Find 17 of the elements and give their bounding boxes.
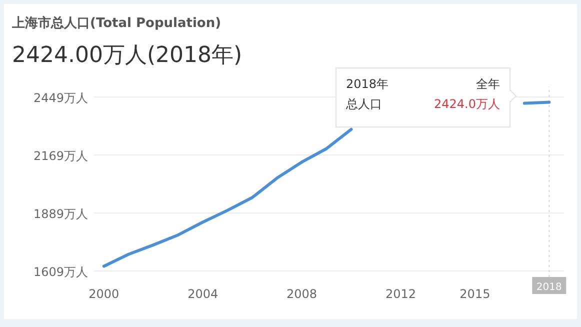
ref-line: 2018	[532, 86, 566, 294]
y-tick-label: 2169万人	[33, 149, 88, 164]
annotation: 2424.0万人	[434, 97, 500, 111]
ref-line-label: 2018	[536, 282, 562, 293]
annotation: 全年	[476, 77, 500, 91]
annotation: 总人口	[345, 97, 382, 111]
annotation: 2018年	[346, 77, 389, 91]
x-tick-label: 2012	[385, 287, 416, 301]
x-tick-label: 2004	[188, 287, 218, 301]
y-tick-label: 1889万人	[33, 207, 88, 222]
chart-title: 上海市总人口(Total Population)	[11, 15, 222, 31]
y-tick-label: 2449万人	[33, 91, 88, 106]
x-tick-label: 2000	[88, 287, 120, 301]
chart-subtitle: 2424.00万人(2018年)	[12, 43, 242, 68]
x-tick-label: 2008	[286, 287, 318, 301]
x-tick-label: 2015	[460, 287, 490, 301]
y-tick-label: 1609万人	[33, 265, 88, 279]
